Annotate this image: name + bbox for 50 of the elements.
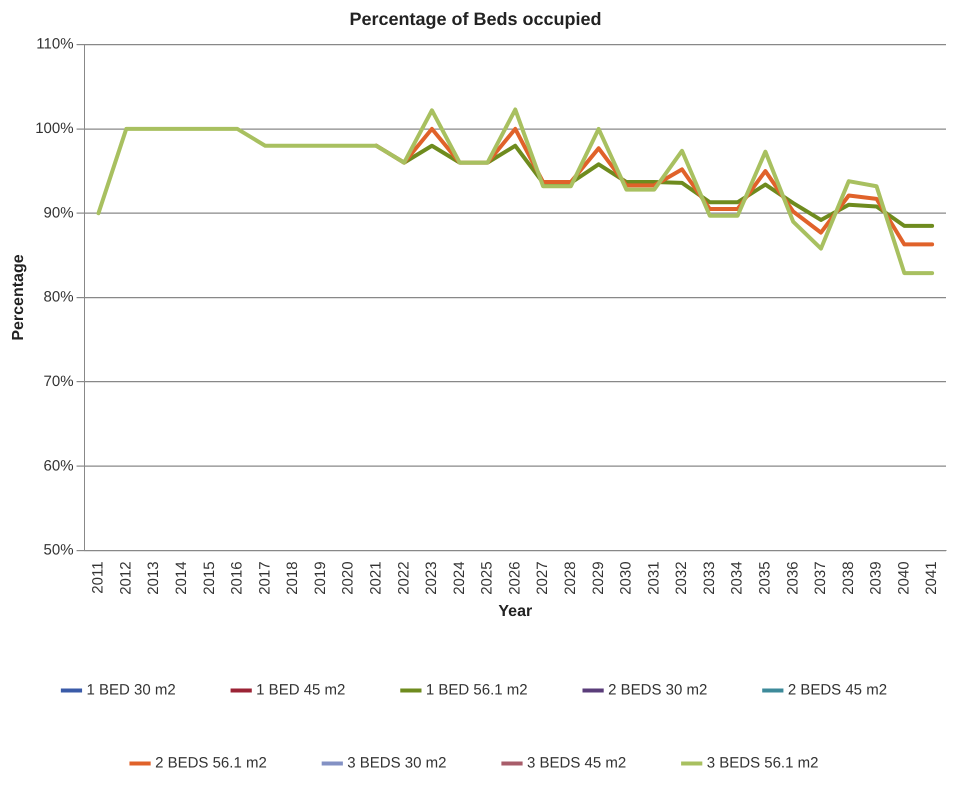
x-tick-label: 2024 [450, 561, 468, 595]
chart-title: Percentage of Beds occupied [349, 8, 602, 29]
x-tick-label: 2021 [367, 561, 384, 595]
legend-label: 2 BEDS 56.1 m2 [155, 754, 267, 772]
x-tick-label: 2040 [895, 561, 912, 595]
x-tick-label: 2037 [812, 561, 830, 595]
legend-label: 3 BEDS 45 m2 [527, 754, 626, 772]
x-tick-label: 2015 [200, 561, 218, 595]
x-tick-label: 2011 [90, 561, 107, 594]
x-axis-title: Year [498, 602, 532, 620]
y-tick-label: 90% [44, 204, 74, 222]
x-tick-label: 2012 [117, 561, 134, 595]
x-tick-label: 2033 [700, 561, 718, 595]
x-tick-label: 2025 [478, 561, 496, 595]
x-tick-label: 2022 [395, 561, 412, 595]
legend-label: 1 BED 56.1 m2 [426, 682, 528, 699]
x-tick-label: 2039 [868, 561, 885, 595]
x-tick-label: 2035 [756, 561, 774, 595]
legend-label: 1 BED 45 m2 [256, 682, 346, 699]
y-axis-title: Percentage [10, 254, 28, 341]
y-tick-label: 100% [35, 120, 74, 138]
y-tick-label: 50% [44, 542, 74, 559]
x-tick-label: 2031 [645, 561, 662, 595]
x-tick-label: 2038 [840, 561, 857, 595]
x-tick-label: 2014 [172, 561, 190, 595]
x-tick-label: 2026 [506, 561, 524, 595]
y-tick-label: 70% [44, 372, 74, 390]
x-tick-label: 2027 [534, 561, 552, 595]
x-tick-label: 2028 [562, 561, 579, 595]
x-tick-label: 2041 [923, 561, 940, 595]
legend-label: 1 BED 30 m2 [86, 682, 176, 699]
legend-label: 3 BEDS 30 m2 [347, 754, 447, 772]
x-tick-label: 2032 [673, 561, 690, 595]
x-tick-label: 2013 [145, 561, 162, 595]
legend-label: 2 BEDS 30 m2 [608, 682, 708, 699]
x-tick-label: 2017 [256, 561, 274, 595]
x-tick-label: 2018 [284, 561, 302, 595]
x-tick-label: 2016 [228, 561, 246, 595]
x-tick-label: 2019 [312, 561, 329, 595]
x-tick-label: 2029 [590, 561, 607, 595]
legend-label: 3 BEDS 56.1 m2 [706, 754, 818, 772]
x-tick-label: 2023 [423, 561, 440, 595]
x-tick-label: 2020 [340, 561, 357, 595]
y-tick-label: 60% [44, 457, 74, 474]
legend-label: 2 BEDS 45 m2 [788, 682, 888, 699]
x-tick-label: 2036 [784, 561, 802, 595]
y-tick-label: 80% [44, 288, 74, 306]
x-tick-label: 2034 [728, 561, 746, 595]
x-tick-label: 2030 [618, 561, 635, 595]
y-tick-label: 110% [36, 36, 74, 53]
